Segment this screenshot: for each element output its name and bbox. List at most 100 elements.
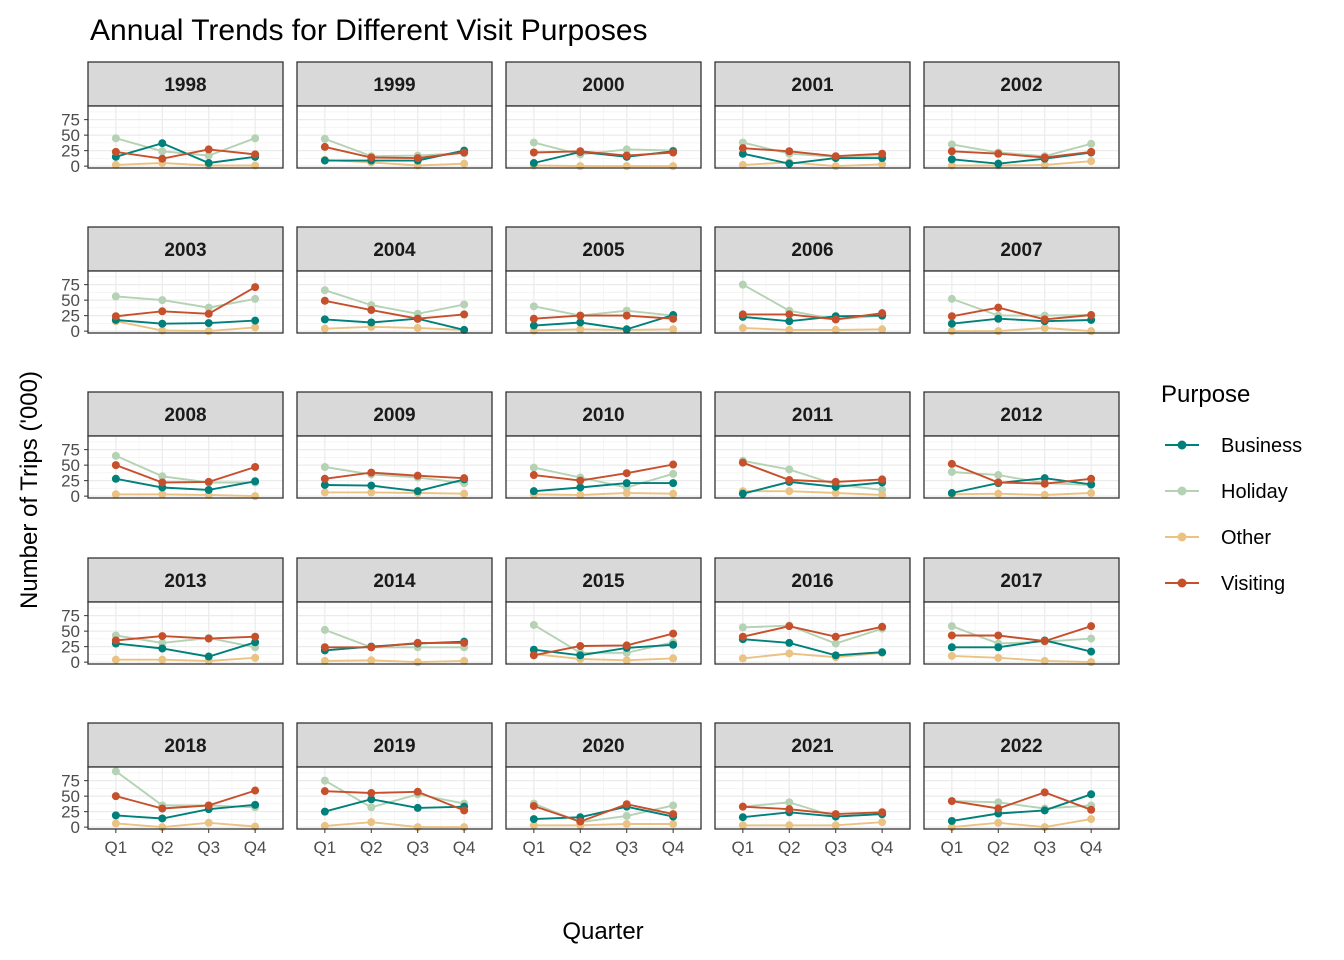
data-point-other — [460, 489, 469, 498]
series-line-visiting — [742, 312, 883, 321]
series-line-visiting — [324, 471, 465, 480]
facet-panel-2002: 2002 — [923, 61, 1120, 170]
facet-strip-label: 2010 — [582, 405, 624, 426]
data-point-visiting — [947, 459, 956, 468]
data-point-holiday — [158, 147, 167, 156]
legend-label: Visiting — [1221, 573, 1285, 595]
facet-panel-2006: 2006 — [714, 226, 911, 334]
facet-strip — [923, 61, 1120, 107]
data-point-visiting — [576, 147, 585, 156]
facet-strip — [714, 61, 911, 107]
data-point-business — [622, 325, 631, 334]
data-point-holiday — [158, 296, 167, 305]
data-point-visiting — [413, 471, 422, 480]
data-point-visiting — [669, 314, 678, 323]
data-point-visiting — [878, 149, 887, 158]
series-line-holiday — [742, 459, 883, 491]
facet-panel-2019: 2019 Q1 Q2 Q3 Q4 — [296, 722, 493, 857]
data-point-holiday — [785, 465, 794, 474]
data-point-business — [1040, 806, 1049, 815]
data-point-business — [320, 480, 329, 489]
legend-key-point — [1177, 440, 1187, 450]
series-line-business — [324, 478, 465, 493]
data-point-visiting — [367, 306, 376, 315]
data-point-visiting — [622, 641, 631, 650]
data-point-visiting — [1087, 805, 1096, 814]
facet-strip — [505, 226, 702, 272]
data-point-business — [576, 318, 585, 327]
facet-strip-label: 2012 — [1000, 405, 1042, 426]
data-point-other — [831, 489, 840, 498]
data-point-visiting — [251, 150, 260, 159]
data-point-other — [576, 162, 585, 171]
x-tick-label: Q4 — [871, 838, 894, 857]
data-point-business — [785, 317, 794, 326]
facet-strip-label: 2007 — [1000, 240, 1042, 261]
panel-border — [505, 270, 702, 334]
data-point-visiting — [367, 643, 376, 652]
data-point-visiting — [158, 478, 167, 487]
data-point-business — [994, 159, 1003, 168]
data-point-visiting — [831, 315, 840, 324]
data-point-other — [1087, 327, 1096, 336]
facet-strip-label: 1998 — [164, 75, 206, 96]
facet-strip — [296, 722, 493, 768]
data-point-business — [947, 155, 956, 164]
series-line-visiting — [533, 150, 674, 157]
facet-strip-label: 2002 — [1000, 75, 1042, 96]
panel-border — [87, 601, 284, 665]
facet-panel-2021: 2021 Q1 Q2 Q3 Q4 — [714, 722, 911, 857]
legend-key-point — [1177, 578, 1187, 588]
data-point-other — [878, 490, 887, 499]
y-tick-label: 25 — [61, 142, 80, 161]
data-point-other — [204, 818, 213, 827]
facet-strip — [87, 226, 284, 272]
facet-strip — [505, 722, 702, 768]
series-line-other — [115, 493, 256, 498]
data-point-other — [738, 160, 747, 169]
data-point-visiting — [251, 632, 260, 641]
data-point-other — [738, 821, 747, 830]
facet-strip — [87, 391, 284, 437]
facet-strip — [296, 61, 493, 107]
panel-border — [296, 766, 493, 830]
data-point-business — [785, 159, 794, 168]
facet-strip-label: 2001 — [791, 75, 834, 96]
series-line-visiting — [533, 632, 674, 657]
x-tick-label: Q2 — [778, 838, 801, 857]
data-point-visiting — [460, 638, 469, 647]
series-line-visiting — [324, 299, 465, 320]
series-line-other — [742, 161, 883, 168]
data-point-visiting — [251, 786, 260, 795]
data-point-other — [111, 160, 120, 169]
data-point-other — [878, 818, 887, 827]
y-tick-label: 50 — [61, 456, 80, 475]
data-point-visiting — [669, 148, 678, 157]
panel-border — [923, 766, 1120, 830]
series-line-business — [115, 319, 256, 325]
panel-border — [87, 766, 284, 830]
data-point-visiting — [738, 144, 747, 153]
data-point-other — [1040, 490, 1049, 499]
series-line-visiting — [115, 789, 256, 810]
data-point-visiting — [158, 154, 167, 163]
y-tick-label: 50 — [61, 291, 80, 310]
series-line-other — [951, 160, 1092, 167]
data-point-visiting — [669, 629, 678, 638]
panel-border — [505, 766, 702, 830]
series-line-holiday — [742, 141, 883, 158]
data-point-visiting — [111, 792, 120, 801]
x-tick-label: Q4 — [244, 838, 267, 857]
data-point-visiting — [158, 804, 167, 813]
facet-strip — [923, 226, 1120, 272]
data-point-other — [669, 489, 678, 498]
series-line-business — [324, 317, 465, 331]
series-line-business — [951, 317, 1092, 325]
y-tick-label: 0 — [71, 653, 80, 672]
data-point-visiting — [738, 632, 747, 641]
facet-panel-2011: 2011 — [714, 391, 911, 499]
data-point-holiday — [947, 467, 956, 476]
data-point-visiting — [413, 314, 422, 323]
